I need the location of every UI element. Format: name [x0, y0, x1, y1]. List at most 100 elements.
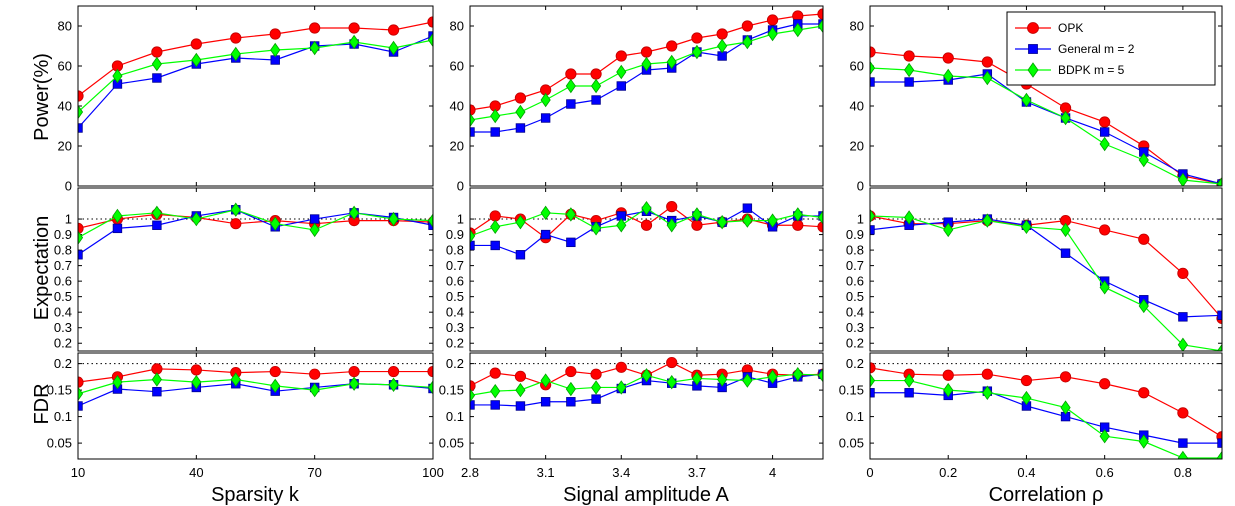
data-point-opk: [691, 32, 703, 44]
y-tick-label: 0.9: [54, 227, 72, 242]
data-point-opk: [615, 50, 627, 62]
data-point-bdpk: [427, 32, 433, 48]
data-point-bdpk: [230, 372, 241, 387]
data-point-bdpk: [112, 208, 123, 224]
data-point-opk: [1099, 378, 1111, 390]
legend-label-opk: OPK: [1058, 21, 1083, 35]
x-tick-label: 100: [422, 465, 444, 480]
data-point-bdpk: [616, 64, 627, 80]
data-point-bdpk: [616, 380, 627, 395]
x-tick-label: 0.4: [1017, 465, 1035, 480]
data-point-bdpk: [691, 207, 703, 222]
y-tick-label: 0.7: [446, 258, 464, 273]
data-point-bdpk: [470, 388, 476, 403]
y-tick-label: 0.2: [54, 356, 72, 371]
y-tick-label: 0.1: [446, 409, 464, 424]
data-point-opk: [348, 365, 360, 378]
data-point-bdpk: [388, 377, 399, 392]
y-tick-label: 0.6: [446, 274, 464, 289]
data-point-general: [515, 401, 526, 411]
y-tick-label: 1: [857, 212, 864, 227]
data-point-general: [904, 77, 914, 87]
y-tick-label: 40: [450, 99, 464, 114]
data-point-bdpk: [1138, 434, 1149, 449]
legend-marker-general: [1028, 44, 1038, 54]
data-point-opk: [190, 38, 202, 50]
y-tick-label: 0.2: [846, 356, 864, 371]
x-tick-label: 40: [189, 465, 203, 480]
axes-frame: [469, 5, 824, 187]
data-point-general: [490, 127, 500, 137]
data-point-bdpk: [565, 207, 576, 222]
y-tick-label: 0.7: [54, 258, 72, 273]
panel-fdr-2: 2.8 3.1 3.4 3.7 4 0.05 0.1 0.15 0.2: [439, 352, 824, 480]
col-label-signal-amplitude: Signal amplitude A: [563, 484, 729, 506]
data-point-general: [591, 95, 601, 105]
y-tick-label: 60: [58, 59, 72, 74]
y-tick-label: 0.3: [846, 320, 864, 335]
series-line-general: [870, 218, 1222, 318]
series-line-bdpk: [870, 215, 1222, 351]
data-point-opk: [716, 28, 728, 40]
data-point-bdpk: [742, 373, 753, 388]
x-tick-label: 0.2: [939, 465, 957, 480]
series-line-general: [870, 73, 1222, 185]
data-point-general: [515, 250, 526, 260]
data-point-bdpk: [515, 214, 526, 230]
data-point-opk: [870, 46, 876, 58]
legend-label-bdpk: BDPK m = 5: [1058, 63, 1125, 77]
data-point-general: [490, 240, 500, 251]
panel-power-1: 0 20 40 60 80: [58, 5, 434, 194]
series-line-bdpk: [78, 209, 433, 239]
series-line-opk: [870, 215, 1222, 319]
series-layer: [470, 356, 823, 411]
x-tick-label: 0: [866, 465, 873, 480]
y-tick-label: 0: [857, 179, 864, 194]
y-tick-label: 20: [850, 139, 864, 154]
data-point-opk: [590, 368, 602, 380]
data-point-opk: [981, 56, 993, 68]
data-point-bdpk: [309, 40, 320, 56]
data-point-bdpk: [904, 210, 915, 225]
data-point-bdpk: [1216, 343, 1222, 351]
data-point-opk: [514, 92, 527, 104]
y-tick-label: 0.2: [54, 336, 72, 351]
data-point-bdpk: [666, 218, 677, 233]
data-point-opk: [640, 46, 653, 58]
data-point-bdpk: [540, 92, 551, 108]
data-point-bdpk: [641, 368, 652, 383]
data-point-bdpk: [270, 216, 281, 231]
data-point-opk: [387, 24, 400, 36]
series-line-general: [78, 35, 433, 129]
data-point-opk: [903, 50, 915, 62]
col-label-sparsity: Sparsity k: [211, 484, 300, 506]
data-point-bdpk: [540, 205, 551, 221]
series-layer: [78, 202, 433, 260]
data-point-bdpk: [767, 369, 778, 385]
axes-frame: [77, 187, 434, 352]
data-point-opk: [230, 218, 242, 230]
y-tick-label: 20: [58, 139, 72, 154]
data-point-bdpk: [817, 18, 823, 34]
panel-expectation-1: 0.20.30.40.50.60.70.80.91: [54, 187, 434, 352]
data-point-bdpk: [590, 380, 602, 395]
y-tick-label: 0.5: [846, 289, 864, 304]
row-label-power: Power(%): [31, 53, 53, 141]
axes-frame: [869, 5, 1223, 187]
series-layer: [78, 363, 433, 411]
data-point-bdpk: [309, 222, 320, 238]
y-tick-label: 0.7: [846, 258, 864, 273]
data-point-general: [78, 123, 83, 133]
data-point-bdpk: [641, 200, 652, 216]
series-line-opk: [870, 367, 1222, 438]
axes-frame: [869, 187, 1223, 352]
data-point-opk: [470, 380, 476, 392]
panels-layer: 0204060800204060800204060800.20.30.40.50…: [47, 5, 1223, 480]
data-point-bdpk: [151, 56, 162, 72]
data-point-bdpk: [1177, 450, 1188, 459]
y-tick-label: 0.15: [439, 383, 464, 398]
y-tick-label: 40: [850, 99, 864, 114]
panel-expectation-2: 0.20.30.40.50.60.70.80.91: [446, 187, 824, 352]
data-point-bdpk: [388, 211, 399, 227]
